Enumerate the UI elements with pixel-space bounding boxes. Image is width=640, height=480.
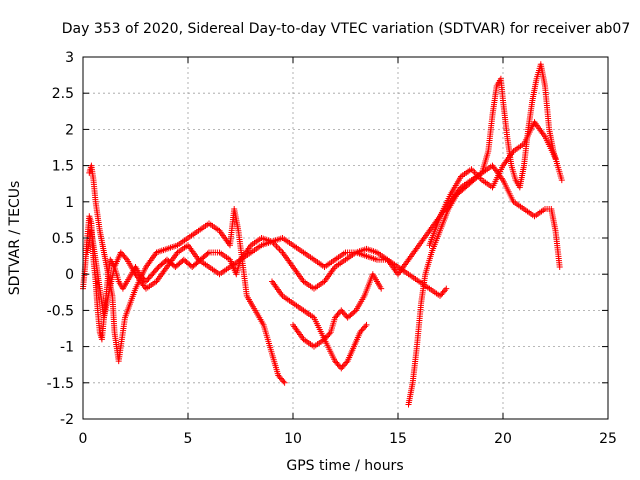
data-point [275, 244, 281, 251]
data-point [322, 334, 329, 341]
data-point [360, 324, 367, 331]
data-point [332, 358, 338, 365]
data-point [325, 332, 332, 339]
data-point [357, 329, 364, 336]
data-point [558, 177, 565, 184]
data-point [351, 308, 358, 315]
data-point [276, 246, 283, 253]
y-tick-label: -1.5 [47, 376, 74, 392]
x-tick-label: 10 [284, 431, 302, 447]
data-point [335, 310, 342, 317]
data-point [120, 252, 127, 259]
data-point [334, 311, 341, 318]
y-tick-label: 0.5 [52, 231, 74, 247]
data-point [144, 276, 151, 283]
data-point [333, 359, 340, 366]
data-point [437, 292, 443, 299]
data-point [362, 323, 369, 330]
x-tick-label: 15 [389, 431, 407, 447]
data-point [321, 336, 328, 343]
data-point [148, 272, 155, 279]
data-point [119, 250, 126, 257]
data-point [338, 307, 345, 314]
y-tick-label: 2.5 [52, 86, 74, 102]
data-point [275, 372, 282, 379]
data-point [117, 249, 124, 256]
data-point [552, 155, 559, 162]
data-point [343, 359, 350, 366]
data-point [278, 247, 284, 254]
data-point [443, 285, 450, 292]
x-axis-label: GPS time / hours [286, 458, 403, 474]
data-point [363, 321, 370, 328]
y-tick-label: 1 [65, 195, 74, 211]
x-tick-label: 0 [79, 431, 88, 447]
y-axis-label: SDTVAR / TECUs [7, 181, 23, 296]
data-point [154, 265, 161, 272]
y-tick-label: 0 [65, 267, 74, 283]
data-point [340, 310, 347, 317]
data-point [153, 266, 160, 273]
data-point [342, 311, 349, 318]
data-point [149, 271, 156, 278]
x-tick-label: 5 [184, 431, 193, 447]
data-point [438, 291, 445, 298]
data-point [281, 379, 288, 386]
data-point [342, 360, 349, 367]
data-point [204, 250, 211, 257]
series-track-4 [269, 278, 370, 372]
series-track-5 [290, 271, 385, 350]
x-tick-label: 25 [599, 431, 617, 447]
data-point [324, 333, 331, 340]
data-point [338, 365, 345, 372]
data-series [80, 61, 565, 408]
data-point [333, 313, 340, 320]
y-tick-label: -2 [60, 412, 74, 428]
data-point [273, 243, 280, 250]
data-point [326, 330, 333, 337]
data-point [334, 360, 341, 367]
data-point [358, 327, 365, 334]
data-point [151, 268, 158, 275]
series-track-6 [405, 61, 565, 408]
y-tick-label: 3 [65, 50, 74, 66]
data-point [280, 378, 287, 385]
data-point [339, 363, 346, 370]
data-point [335, 362, 342, 369]
y-tick-label: -1 [60, 340, 74, 356]
data-point [340, 362, 347, 369]
data-point [339, 308, 346, 315]
data-point [378, 285, 385, 292]
data-point [150, 269, 157, 276]
data-point [442, 287, 449, 294]
x-tick-label: 20 [494, 431, 512, 447]
data-point [146, 274, 153, 281]
y-tick-label: 2 [65, 122, 74, 138]
series-track-7 [426, 119, 559, 249]
data-point [359, 326, 366, 333]
data-point [276, 374, 283, 381]
data-point [279, 376, 286, 383]
data-point [277, 375, 284, 382]
series-track-3 [86, 162, 288, 386]
data-point [470, 167, 476, 174]
data-point [439, 290, 446, 297]
data-point [143, 278, 149, 285]
data-point [122, 255, 129, 262]
data-point [332, 314, 338, 321]
data-point [121, 253, 128, 260]
y-tick-label: -0.5 [47, 303, 74, 319]
axis-ticks: -2 -1.5 -1 -0.5 0 0.5 1 1.5 2 2.5 3 0 5 10 15 20 25 [47, 50, 617, 447]
chart-title: Day 353 of 2020, Sidereal Day-to-day VTE… [62, 21, 631, 37]
y-tick-label: 1.5 [52, 159, 74, 175]
data-point [440, 288, 447, 295]
data-point [145, 275, 152, 282]
data-point [556, 263, 563, 270]
